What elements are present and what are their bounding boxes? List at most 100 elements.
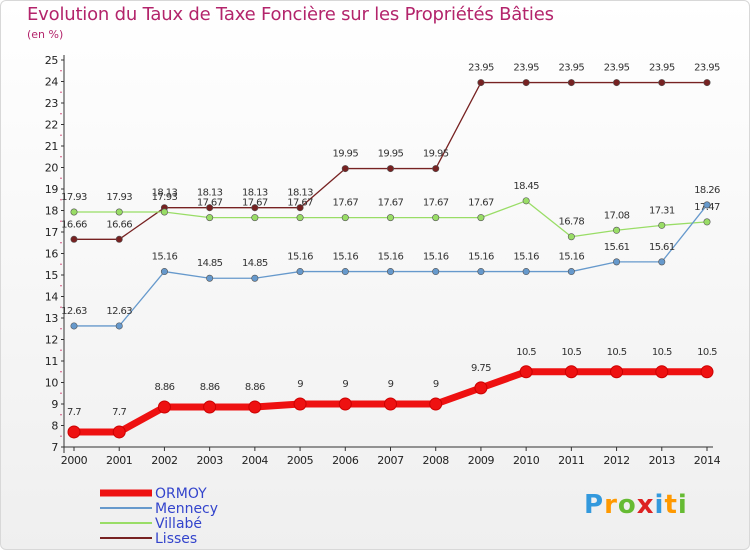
data-point bbox=[613, 79, 621, 87]
y-tick-label: 15 bbox=[45, 269, 59, 282]
data-point bbox=[432, 268, 440, 276]
y-tick-label: 11 bbox=[45, 355, 58, 368]
data-point bbox=[429, 397, 443, 411]
data-label: 15.16 bbox=[513, 252, 539, 263]
data-point bbox=[67, 425, 81, 439]
data-point bbox=[115, 322, 123, 330]
data-point bbox=[567, 268, 575, 276]
y-tick-label: 22 bbox=[45, 119, 58, 132]
data-label: 19.95 bbox=[378, 149, 404, 160]
x-tick-label: 2003 bbox=[196, 454, 223, 467]
data-label: 9 bbox=[342, 379, 348, 390]
y-tick-label: 16 bbox=[45, 248, 59, 261]
series-ormoy: 7.7 7.7 8.86 8.86 8.86 9 9 9 9 9.75 10.5 10.5 10.5 10… bbox=[67, 347, 718, 439]
data-label: 7.7 bbox=[112, 407, 126, 418]
data-label: 15.16 bbox=[332, 252, 358, 263]
data-label: 10.5 bbox=[697, 347, 717, 358]
y-minor-tick bbox=[60, 242, 62, 244]
data-point bbox=[296, 204, 304, 212]
data-label: 18.13 bbox=[242, 188, 268, 199]
data-point bbox=[658, 79, 666, 87]
data-label: 17.93 bbox=[61, 192, 87, 203]
y-minor-tick bbox=[60, 306, 62, 308]
data-label: 15.16 bbox=[152, 252, 178, 263]
logo-letter: i bbox=[654, 490, 665, 520]
y-minor-tick bbox=[60, 435, 62, 437]
y-minor-tick bbox=[60, 392, 62, 394]
y-tick-label: 21 bbox=[45, 140, 58, 153]
data-label: 16.66 bbox=[61, 219, 87, 230]
logo-letter: P bbox=[584, 490, 605, 520]
data-point bbox=[206, 214, 214, 222]
data-point bbox=[477, 79, 485, 87]
data-point bbox=[338, 397, 352, 411]
y-minor-tick bbox=[60, 91, 62, 93]
x-tick-label: 2007 bbox=[377, 454, 404, 467]
data-label: 16.78 bbox=[559, 217, 585, 228]
y-minor-tick bbox=[60, 414, 62, 416]
data-label: 15.61 bbox=[649, 242, 675, 253]
y-minor-tick bbox=[60, 371, 62, 373]
data-point bbox=[115, 235, 123, 243]
data-point bbox=[474, 381, 488, 395]
data-label: 17.31 bbox=[649, 205, 675, 216]
data-label: 16.66 bbox=[106, 219, 132, 230]
data-point bbox=[248, 400, 262, 414]
data-point bbox=[658, 221, 666, 229]
data-label: 9.75 bbox=[471, 363, 491, 374]
data-label: 23.95 bbox=[468, 63, 494, 74]
data-point bbox=[567, 79, 575, 87]
data-point bbox=[703, 218, 711, 226]
data-point bbox=[386, 214, 394, 222]
y-minor-tick bbox=[60, 134, 62, 136]
data-label: 14.85 bbox=[197, 258, 223, 269]
data-point bbox=[70, 208, 78, 216]
x-tick-label: 2002 bbox=[151, 454, 177, 467]
x-tick-label: 2009 bbox=[468, 454, 495, 467]
y-minor-tick bbox=[60, 328, 62, 330]
data-label: 23.95 bbox=[694, 63, 720, 74]
x-tick-label: 2013 bbox=[649, 454, 676, 467]
data-point bbox=[70, 235, 78, 243]
y-tick-label: 14 bbox=[45, 291, 59, 304]
x-tick-label: 2008 bbox=[423, 454, 450, 467]
legend-label: Lisses bbox=[155, 531, 197, 547]
data-point bbox=[341, 214, 349, 222]
data-label: 23.95 bbox=[649, 63, 675, 74]
data-label: 7.7 bbox=[67, 407, 81, 418]
data-label: 17.08 bbox=[604, 210, 630, 221]
data-point bbox=[115, 208, 123, 216]
data-label: 23.95 bbox=[513, 63, 539, 74]
x-tick-label: 2004 bbox=[242, 454, 269, 467]
y-tick-label: 17 bbox=[45, 226, 59, 239]
x-tick-label: 2005 bbox=[287, 454, 314, 467]
data-point bbox=[112, 425, 126, 439]
data-point bbox=[703, 79, 711, 87]
data-label: 15.16 bbox=[378, 252, 404, 263]
logo-letter: o bbox=[617, 490, 637, 520]
legend-label: ORMOY bbox=[155, 486, 207, 502]
data-label: 14.85 bbox=[242, 258, 268, 269]
data-point bbox=[251, 274, 259, 282]
y-minor-tick bbox=[60, 113, 62, 115]
data-point bbox=[251, 204, 259, 212]
y-tick-label: 19 bbox=[45, 183, 59, 196]
data-label: 9 bbox=[388, 379, 394, 390]
data-point bbox=[610, 365, 624, 379]
data-label: 8.86 bbox=[154, 382, 174, 393]
data-label: 10.5 bbox=[516, 347, 536, 358]
data-point bbox=[203, 400, 217, 414]
data-point bbox=[206, 204, 214, 212]
data-point bbox=[251, 214, 259, 222]
y-minor-tick bbox=[60, 156, 62, 158]
data-label: 9 bbox=[297, 379, 303, 390]
legend-label: Mennecy bbox=[155, 501, 218, 517]
data-label: 17.67 bbox=[287, 198, 313, 209]
data-point bbox=[70, 322, 78, 330]
data-label: 15.16 bbox=[423, 252, 449, 263]
y-tick-label: 8 bbox=[51, 420, 58, 433]
data-label: 15.16 bbox=[559, 252, 585, 263]
data-label: 12.63 bbox=[61, 306, 87, 317]
